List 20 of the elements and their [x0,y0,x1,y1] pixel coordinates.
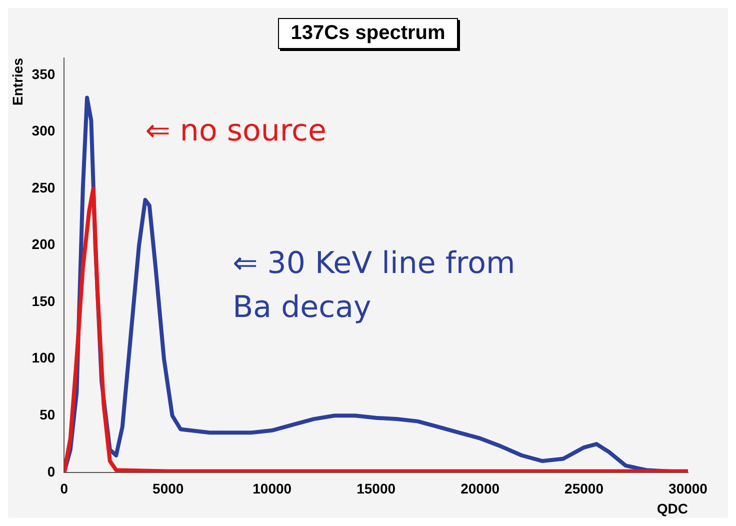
chart-title: 137Cs spectrum [278,18,458,49]
x-tick-label: 5000 [152,480,184,497]
y-tick-label: 150 [32,292,56,309]
y-tick-label: 0 [47,463,56,480]
y-axis-title: Entries [9,58,26,106]
y-tick-label: 200 [32,236,56,252]
annotation: ⇐ 30 KeV line from Ba decay [232,246,516,325]
y-tick-label: 300 [32,122,56,139]
x-tick-label: 10000 [252,480,292,497]
x-tick-label: 30000 [668,480,708,497]
x-axis-title: QDC [656,500,688,516]
y-tick-label: 350 [32,66,56,82]
x-tick-label: 25000 [564,480,604,497]
x-tick-label: 15000 [356,480,396,497]
x-tick-label: 20000 [460,480,500,497]
y-tick-label: 250 [32,179,56,196]
x-tick-label: 0 [60,480,68,497]
y-tick-label: 50 [40,406,56,422]
annotation: ⇐ no source [145,113,326,148]
y-tick-label: 100 [32,350,56,366]
